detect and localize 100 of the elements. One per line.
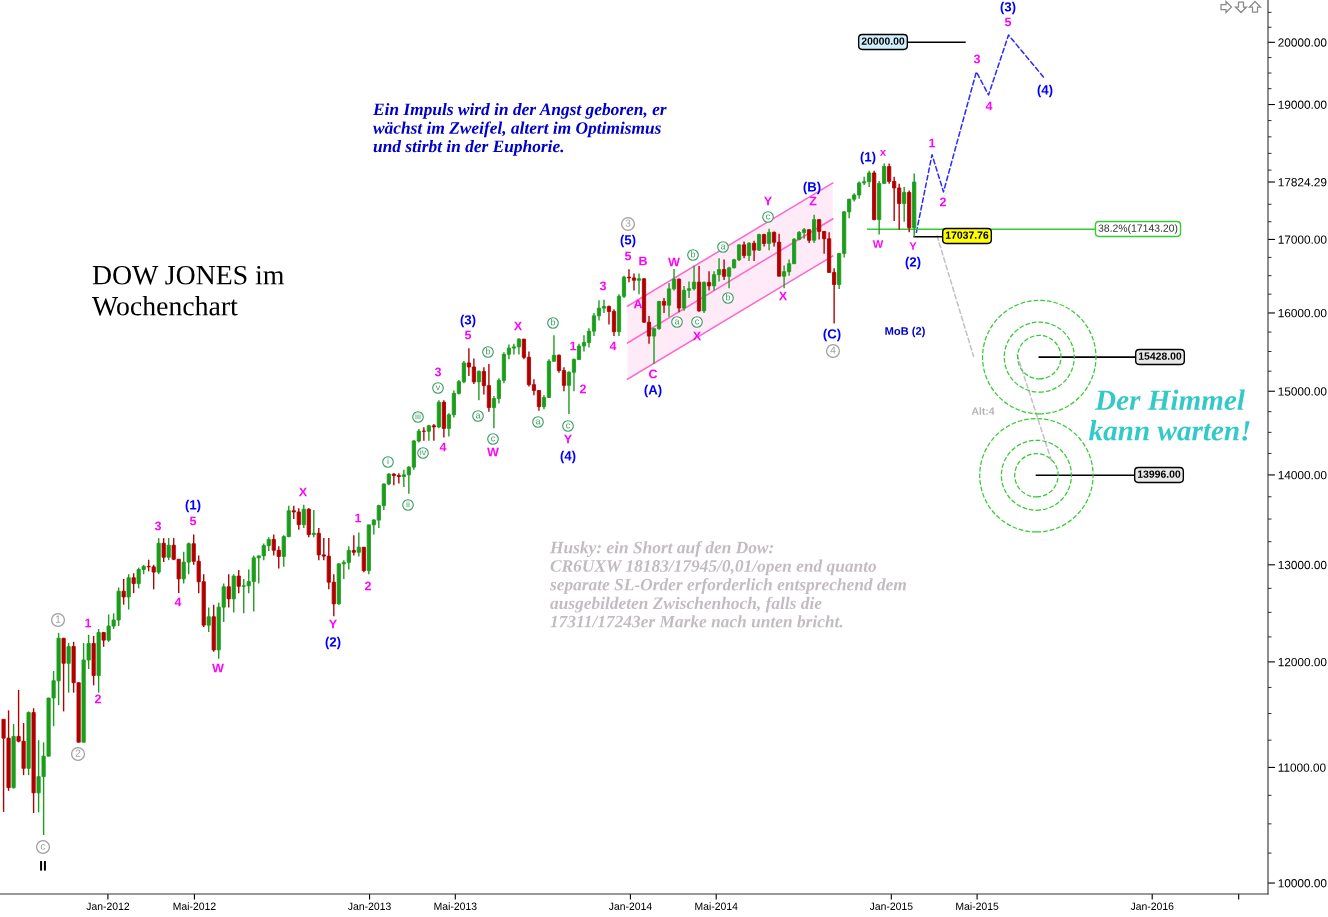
x-tick-label: Jan-2015 [869, 902, 913, 910]
y-tick-label: 12000.00 [1278, 657, 1327, 667]
annotation: Der Himmel kann warten! [1088, 389, 1250, 441]
annotation: (1) [860, 151, 876, 165]
annotation: W [487, 447, 499, 457]
annotation: 3 [599, 281, 607, 291]
annotation: 2 [364, 581, 371, 591]
annotation: Y [564, 434, 572, 444]
annotation: 4 [439, 442, 447, 452]
annotation: 1 [355, 513, 362, 523]
annotation: ii [406, 500, 410, 508]
annotation: X [778, 291, 788, 301]
annotation: 2 [579, 384, 586, 394]
annotation: X [298, 487, 308, 497]
annotation: 4 [609, 341, 617, 351]
y-tick-label: 16000.00 [1278, 309, 1327, 318]
annotation: C [649, 369, 658, 379]
annotation: 2 [75, 749, 81, 757]
annotation: iii [415, 412, 421, 420]
y-tick-label: 19000.00 [1278, 100, 1327, 109]
annotation: (4) [1037, 84, 1053, 98]
annotation: a [535, 419, 541, 425]
annotation: 1 [55, 615, 61, 623]
annotation: (A) [644, 384, 662, 398]
annotation: c [695, 319, 700, 325]
y-tick-label: 17824.29 [1278, 178, 1327, 187]
annotation: 5 [464, 330, 472, 340]
y-tick-label: 20000.00 [1278, 38, 1327, 47]
x-tick-label: Mai-2013 [434, 902, 477, 910]
y-tick-label: 14000.00 [1278, 470, 1327, 480]
annotation: W [668, 257, 680, 267]
annotation: W [872, 240, 884, 248]
annotation: MoB (2) [885, 326, 925, 338]
annotation: c [491, 436, 496, 442]
y-tick-label: 10000.00 [1278, 879, 1327, 888]
x-tick-label: Mai-2015 [956, 902, 999, 910]
annotation: 3 [973, 54, 981, 64]
x-tick-label: Jan-2016 [1130, 902, 1174, 910]
annotation: (2) [905, 256, 921, 270]
annotation: 15428.00 [1138, 352, 1182, 360]
annotation: iv [420, 448, 427, 456]
annotation: c [766, 214, 771, 220]
annotation: A [633, 299, 643, 309]
y-tick-label: 11000.00 [1278, 763, 1326, 772]
annotation: 20000.00 [861, 37, 905, 45]
text: DOW JONES im Wochenchart [92, 265, 284, 316]
y-tick-label: 13000.00 [1278, 560, 1327, 570]
annotation: 5 [624, 251, 632, 261]
annotation: 5 [1004, 17, 1012, 27]
annotation: X [692, 331, 702, 341]
annotation: (2) [325, 636, 341, 650]
annotation: (C) [823, 328, 841, 342]
annotation: i [387, 457, 389, 465]
annotation: 1 [85, 618, 92, 628]
annotation: 2 [94, 694, 101, 704]
annotation: 2 [939, 197, 946, 207]
annotation: x [879, 150, 887, 156]
annotation: b [691, 250, 696, 258]
annotation: a [674, 319, 680, 325]
annotation: b [551, 318, 556, 326]
annotation: 4 [985, 101, 993, 111]
annotation: Y [764, 196, 772, 206]
annotation: (5) [620, 234, 636, 248]
annotation: Husky: ein Short auf den Dow: CR6UXW 18183/17945/0,01/open end quanto separate SL-Order erforderlich entsprechend dem ausgebildeten Zwischenhoch, falls die 17311/17243er Marke nach unten bricht. [549, 541, 906, 628]
annotation: II [40, 861, 46, 871]
annotation: 4 [830, 346, 836, 354]
annotation: B [639, 256, 647, 266]
annotation: W [212, 663, 224, 673]
annotation: 3 [625, 219, 631, 227]
annotation: (3) [1000, 1, 1016, 15]
annotation: 38.2%(17143.20) [1098, 224, 1178, 234]
annotation: b [726, 293, 731, 301]
annotation: a [720, 244, 726, 250]
annotation: b [486, 347, 491, 355]
annotation: 4 [174, 597, 182, 607]
x-tick-label: Mai-2014 [695, 902, 738, 910]
annotation: (3) [460, 314, 476, 328]
annotation: a [475, 413, 481, 419]
y-tick-label: 17000.00 [1278, 235, 1327, 244]
annotation: Ein Impuls wird in der Angst geboren, er wächst im Zweifel, altert im Optimismus und stirbt in der Euphorie. [372, 103, 667, 156]
annotation: c [40, 844, 46, 850]
annotation: 13996.00 [1137, 470, 1181, 478]
annotation: Y [909, 242, 917, 250]
annotation: (4) [560, 450, 576, 464]
annotation: 3 [154, 521, 162, 531]
annotation: 3 [434, 367, 442, 377]
annotation: 1 [929, 138, 936, 148]
x-tick-label: Jan-2012 [86, 902, 130, 910]
annotation: 17037.76 [945, 231, 989, 239]
annotation: (B) [803, 181, 821, 195]
annotation: 1 [570, 341, 577, 351]
annotation: Y [329, 619, 337, 629]
annotation: X [513, 321, 523, 331]
annotation: c [566, 423, 571, 429]
annotation: (1) [185, 499, 201, 513]
x-tick-label: Jan-2014 [608, 902, 652, 910]
annotation: v [435, 385, 441, 391]
x-tick-label: Jan-2013 [347, 902, 391, 910]
x-tick-label: Mai-2012 [173, 902, 216, 910]
annotation: Alt:4 [971, 407, 995, 415]
